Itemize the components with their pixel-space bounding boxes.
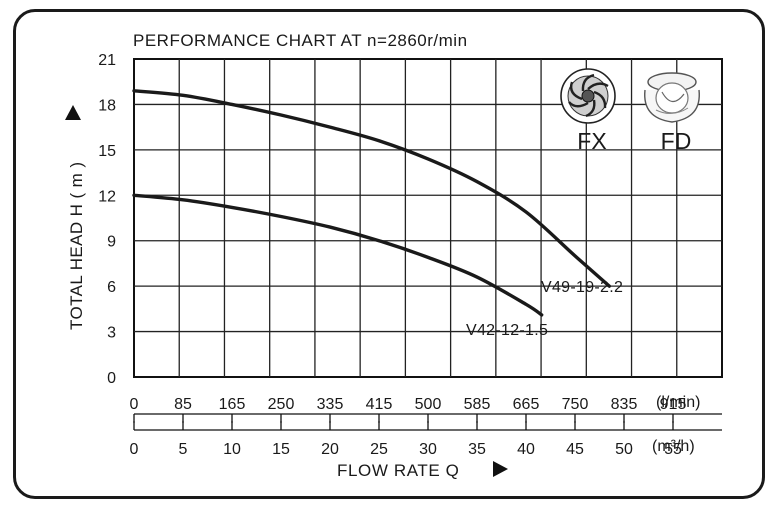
y-tick-label: 15	[98, 143, 116, 160]
series-label-v42: V42-12-1.5	[466, 322, 548, 339]
series-curves	[132, 89, 611, 317]
y-tick-label: 6	[107, 279, 116, 296]
x-tick-label-lmin: 85	[174, 396, 192, 413]
x-axis-lmin: 0 85 165 250 335 415 500 585 665 750 835 915	[130, 396, 722, 423]
x-tick-label-lmin: 585	[464, 396, 491, 413]
x-tick-label-m3h: 25	[370, 441, 388, 458]
x-tick-label-lmin: 165	[219, 396, 246, 413]
fd-impeller-icon	[644, 72, 700, 123]
x-tick-label-lmin: 500	[415, 396, 442, 413]
y-tick-label: 12	[98, 188, 116, 205]
impeller-label-fx: FX	[577, 128, 606, 154]
impeller-label-fd: FD	[661, 128, 692, 154]
x-tick-label-lmin: 415	[366, 396, 393, 413]
plot-grid	[133, 58, 723, 378]
y-tick-label: 0	[107, 370, 116, 387]
x-tick-label-m3h: 40	[517, 441, 535, 458]
plot-border	[133, 58, 723, 378]
series-label-v49: V49-19-2.2	[541, 279, 623, 296]
fx-impeller-icon	[560, 68, 616, 124]
x-tick-label-lmin: 750	[562, 396, 589, 413]
series-line	[132, 89, 611, 288]
y-axis-label: TOTAL HEAD H ( m )	[67, 162, 86, 330]
x-tick-label-m3h: 10	[223, 441, 241, 458]
y-axis-ticks: 0 3 6 9 12 15 18 21	[98, 52, 116, 387]
chart-title: PERFORMANCE CHART AT n=2860r/min	[133, 31, 468, 50]
x-tick-label-m3h: 20	[321, 441, 339, 458]
x-tick-label-lmin: 835	[611, 396, 638, 413]
x-tick-label-lmin: 0	[130, 396, 139, 413]
y-axis-arrow-icon	[65, 105, 81, 120]
x-tick-label-lmin: 665	[513, 396, 540, 413]
x-tick-label-m3h: 15	[272, 441, 290, 458]
x-axis-label: FLOW RATE Q	[337, 461, 459, 480]
y-tick-label: 3	[107, 325, 116, 342]
x-tick-label-m3h: 5	[179, 441, 188, 458]
y-tick-label: 18	[98, 97, 116, 114]
x-tick-label-m3h: 45	[566, 441, 584, 458]
y-tick-label: 9	[107, 234, 116, 251]
series-line	[132, 193, 544, 317]
x-tick-label-m3h: 30	[419, 441, 437, 458]
x-tick-label-lmin: 335	[317, 396, 344, 413]
x-tick-label-m3h: 50	[615, 441, 633, 458]
x-axis-arrow-icon	[493, 461, 508, 477]
x-tick-label-lmin: 915	[660, 396, 687, 413]
x-axis-m3h: 0 5 10 15 20 25 30 35 40 45 50 55	[130, 421, 722, 458]
x-tick-label-m3h: 0	[130, 441, 139, 458]
x-unit-m3h: (m³/h)	[652, 438, 695, 455]
x-unit-lmin: (l/min)	[656, 394, 700, 411]
y-axis-label-group: TOTAL HEAD H ( m )	[65, 105, 86, 330]
x-tick-label-lmin: 250	[268, 396, 295, 413]
x-tick-label-m3h: 55	[664, 441, 682, 458]
y-tick-label: 21	[98, 52, 116, 69]
x-tick-label-m3h: 35	[468, 441, 486, 458]
